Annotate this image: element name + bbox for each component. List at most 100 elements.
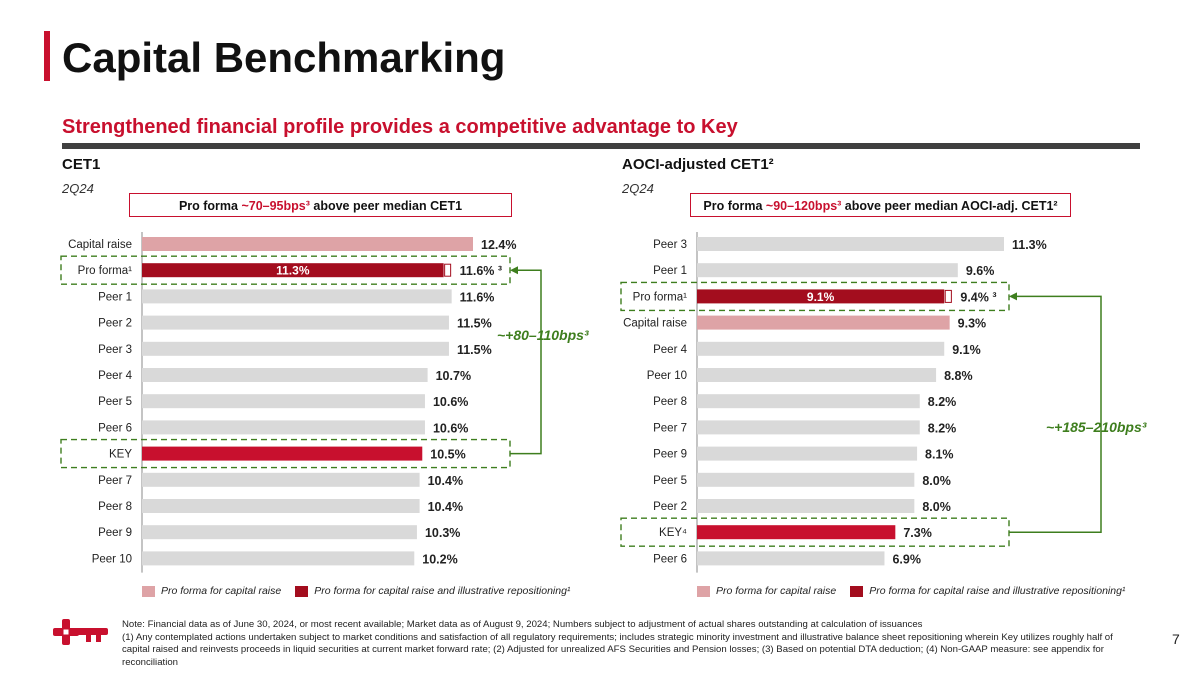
legend-swatch-dark: [295, 585, 309, 597]
aoci-category-label: Peer 1: [653, 265, 687, 277]
cet1-value-label: 10.5%: [430, 448, 465, 462]
cet1-value-label: 11.5%: [457, 317, 492, 331]
cet1-bar: [142, 289, 452, 304]
cet1-category-label: Peer 1: [98, 291, 132, 303]
cet1-bar: [142, 315, 449, 330]
left-callout-pre: Pro forma: [178, 199, 242, 213]
left-callout-box: Pro forma ~70–95bps³ above peer median C…: [129, 193, 512, 217]
cet1-bar: [142, 341, 449, 356]
key-logo-icon: [53, 619, 108, 645]
page-subtitle: Strengthened financial profile provides …: [62, 116, 738, 138]
right-legend-dark-label: Pro forma for capital raise and illustra…: [869, 585, 1126, 597]
footnote-detail: (1) Any contemplated actions undertaken …: [122, 631, 1113, 668]
aoci-bar: [697, 499, 915, 513]
aoci-category-label: Capital raise: [623, 318, 687, 330]
aoci-bar: [697, 472, 915, 487]
right-panel-title: AOCI-adjusted CET1²: [622, 156, 774, 173]
cet1-category-label: Peer 7: [98, 475, 132, 487]
left-callout-highlight: ~70–95bps³: [241, 199, 310, 213]
cet1-bar-proforma-inner: [142, 263, 444, 278]
cet1-category-label: Capital raise: [68, 239, 132, 251]
cet1-category-label: Peer 2: [98, 318, 132, 330]
cet1-bar: [142, 525, 417, 540]
cet1-bracket-arrowhead: [510, 266, 518, 275]
aoci-value-label: 8.0%: [922, 500, 951, 514]
page-number: 7: [1172, 631, 1180, 647]
aoci-value-label: 9.1%: [952, 343, 981, 357]
left-legend-dark-label: Pro forma for capital raise and illustra…: [314, 585, 571, 597]
cet1-highlight-box: [60, 255, 511, 285]
aoci-value-label: 6.9%: [892, 552, 921, 566]
aoci-bracket-arrowhead: [1009, 292, 1017, 301]
aoci-category-label: Peer 7: [653, 422, 687, 434]
cet1-bar: [142, 472, 420, 487]
aoci-category-label: Peer 5: [653, 475, 687, 487]
header-divider: [62, 143, 1140, 149]
left-bracket-label: ~+80–110bps³: [497, 327, 589, 343]
aoci-bar: [697, 263, 958, 278]
aoci-bar: [697, 551, 885, 566]
left-legend-light-label: Pro forma for capital raise: [161, 585, 282, 597]
cet1-value-label: 10.4%: [428, 500, 463, 514]
right-bracket-label: ~+185–210bps³: [1046, 419, 1147, 435]
aoci-bar-proforma-increment: [944, 289, 952, 303]
left-legend: Pro forma for capital raise Pro forma fo…: [142, 585, 570, 597]
cet1-category-label: Peer 9: [98, 527, 132, 539]
aoci-category-label: Peer 4: [653, 344, 687, 356]
aoci-bar: [697, 368, 937, 382]
cet1-bracket-line: [510, 269, 542, 455]
cet1-value-label: 11.6% ³: [460, 264, 502, 278]
aoci-bar: [697, 394, 920, 409]
cet1-bar-chart: Capital raise 12.4% Pro forma¹ 11.3% 11.6% ³…: [60, 232, 542, 573]
aoci-category-label: Peer 6: [653, 553, 687, 565]
cet1-category-label: Peer 5: [98, 396, 132, 408]
cet1-category-label: Peer 4: [98, 370, 132, 382]
right-legend-light-label: Pro forma for capital raise: [716, 585, 837, 597]
cet1-bar: [142, 394, 425, 409]
aoci-category-label: KEY⁴: [659, 527, 687, 539]
cet1-category-label: Pro forma¹: [78, 265, 132, 277]
aoci-value-label: 8.2%: [928, 395, 957, 409]
aoci-bar: [697, 525, 896, 540]
aoci-bar: [697, 446, 918, 461]
cet1-category-label: Peer 6: [98, 422, 132, 434]
cet1-value-label: 10.3%: [425, 526, 460, 540]
cet1-bar-inner-label: 11.3%: [276, 264, 310, 278]
aoci-bar: [697, 237, 1004, 251]
aoci-bar: [697, 420, 920, 435]
right-callout-highlight: ~90–120bps³: [765, 199, 842, 213]
cet1-bar: [142, 237, 473, 251]
cet1-category-label: KEY: [109, 449, 132, 461]
right-legend: Pro forma for capital raise Pro forma fo…: [697, 585, 1125, 597]
left-callout-post: above peer median CET1: [309, 199, 463, 213]
right-panel-period: 2Q24: [622, 181, 654, 196]
aoci-value-label: 7.3%: [903, 526, 932, 540]
cet1-bar: [142, 446, 423, 461]
aoci-value-label: 9.4% ³: [960, 290, 996, 304]
aoci-value-label: 9.3%: [958, 317, 987, 331]
aoci-bar: [697, 315, 950, 330]
cet1-category-label: Peer 8: [98, 501, 132, 513]
cet1-category-label: Peer 3: [98, 344, 132, 356]
cet1-value-label: 10.6%: [433, 395, 468, 409]
aoci-category-label: Peer 3: [653, 239, 687, 251]
cet1-category-label: Peer 10: [92, 553, 132, 565]
right-callout-post: above peer median AOCI-adj. CET1²: [841, 199, 1058, 213]
cet1-value-label: 10.6%: [433, 421, 468, 435]
left-panel-title: CET1: [62, 156, 101, 173]
aoci-value-label: 8.8%: [944, 369, 973, 383]
cet1-bar-proforma-increment: [444, 263, 452, 277]
aoci-value-label: 8.2%: [928, 421, 957, 435]
aoci-value-label: 11.3%: [1012, 238, 1047, 252]
aoci-value-label: 9.6%: [966, 264, 995, 278]
aoci-category-label: Peer 9: [653, 449, 687, 461]
cet1-value-label: 10.2%: [422, 552, 457, 566]
cet1-bar: [142, 420, 425, 435]
aoci-category-label: Peer 2: [653, 501, 687, 513]
legend-swatch-light: [697, 585, 710, 597]
aoci-category-label: Peer 8: [653, 396, 687, 408]
aoci-bracket-line: [1009, 295, 1102, 533]
legend-swatch-light: [142, 585, 155, 597]
title-accent-bar: [44, 31, 50, 81]
legend-swatch-dark: [850, 585, 864, 597]
